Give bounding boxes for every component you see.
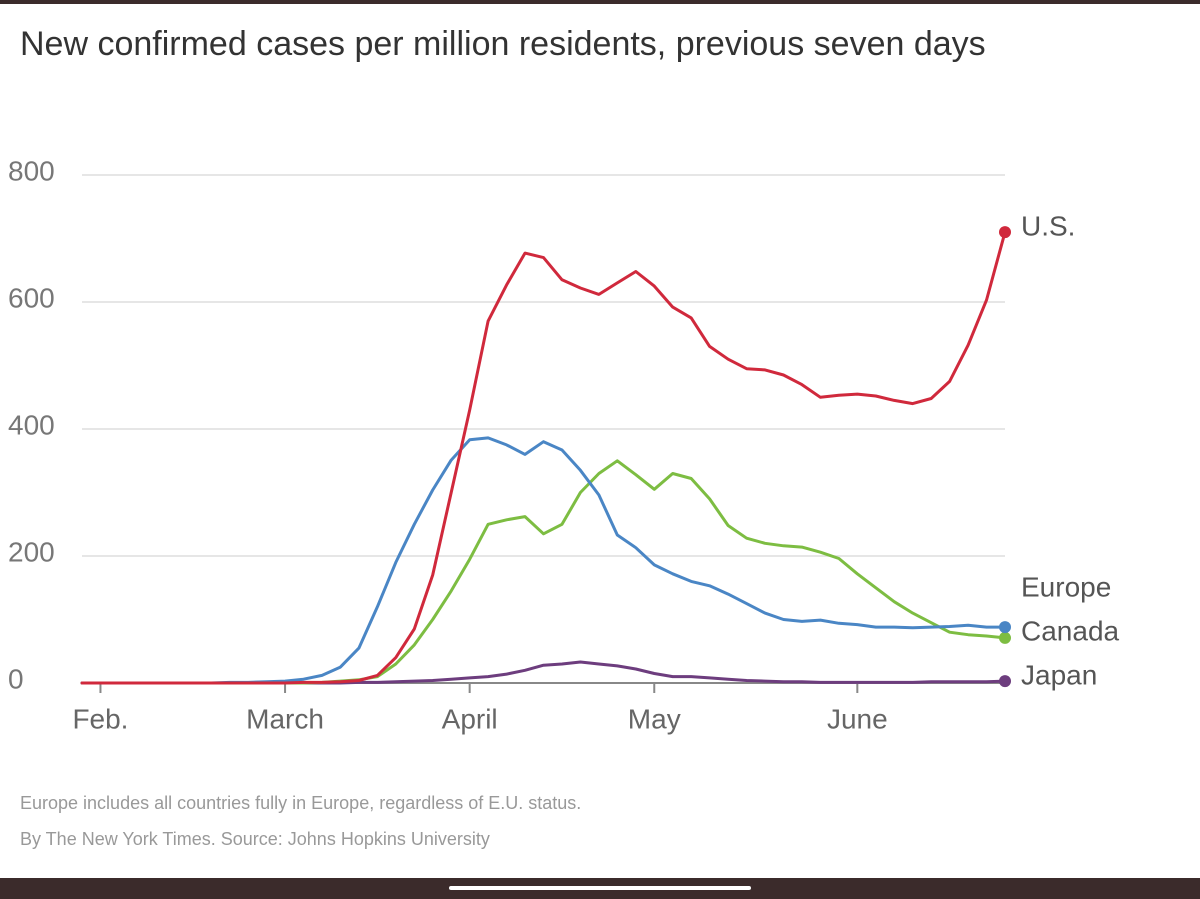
top-bar <box>0 0 1200 4</box>
x-tick-label: Feb. <box>72 703 128 734</box>
y-tick-label: 0 <box>8 663 24 694</box>
end-dot <box>999 675 1011 688</box>
series-label: Canada <box>1021 615 1120 646</box>
x-tick-label: April <box>442 703 498 734</box>
home-indicator <box>449 886 751 890</box>
y-tick-label: 800 <box>8 155 55 186</box>
end-dot <box>999 226 1011 239</box>
chart-note: Europe includes all countries fully in E… <box>20 793 581 813</box>
x-tick-label: March <box>246 703 324 734</box>
y-tick-label: 200 <box>8 536 55 567</box>
chart-title: New confirmed cases per million resident… <box>20 25 986 63</box>
end-dot <box>999 631 1011 644</box>
end-dot <box>999 621 1011 634</box>
series-line <box>80 459 1007 685</box>
series-line <box>80 436 1007 685</box>
y-tick-label: 600 <box>8 282 55 313</box>
series-label: U.S. <box>1021 211 1075 242</box>
series-label: Japan <box>1021 659 1097 690</box>
x-tick-label: June <box>827 703 888 734</box>
series-line <box>80 660 1007 685</box>
series-line <box>80 230 1007 685</box>
series-label: Europe <box>1021 571 1111 602</box>
y-tick-label: 400 <box>8 409 55 440</box>
chart-source: By The New York Times. Source: Johns Hop… <box>20 829 490 849</box>
x-tick-label: May <box>628 703 681 734</box>
